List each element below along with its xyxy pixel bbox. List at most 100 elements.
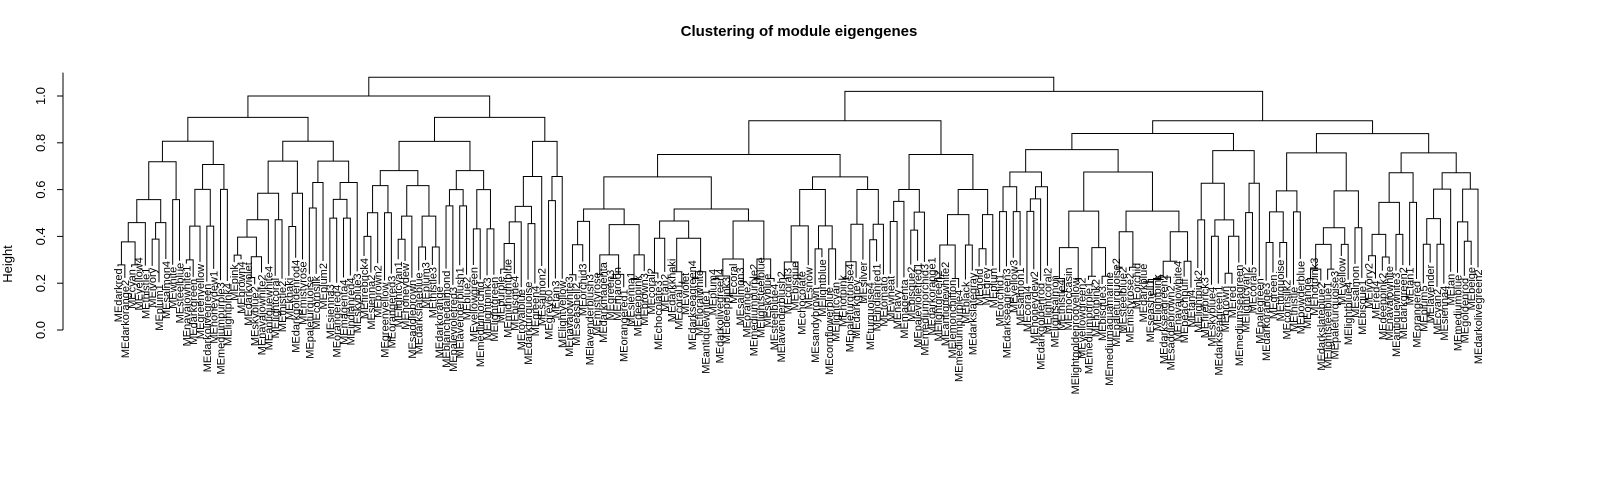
leaf-label: MEivory bbox=[147, 267, 159, 307]
leaf-label: MEgrey bbox=[981, 267, 993, 305]
dendrogram-link bbox=[194, 188, 211, 227]
leaf-label: MEsienna3 bbox=[325, 284, 337, 339]
dendrogram-link bbox=[845, 261, 857, 279]
leaf-label: MEmediumaquamarine bbox=[1104, 272, 1116, 386]
leaf-label: MEmaroon bbox=[612, 267, 624, 321]
leaf-label: MEnavajowhite2 bbox=[257, 274, 269, 355]
leaf-label: MEtomato bbox=[878, 276, 890, 326]
leaf-label: MEtan2 bbox=[660, 274, 672, 312]
leaf-label: MEnavajowhite bbox=[1384, 266, 1396, 341]
leaf-label: MElavenderblush3 bbox=[585, 274, 597, 365]
leaf-label: MEmediumpurple1 bbox=[1083, 282, 1095, 374]
leaf-label: MEsienna2 bbox=[366, 275, 378, 330]
dendrogram-link bbox=[257, 192, 280, 220]
y-tick-label: 1.0 bbox=[33, 87, 48, 105]
leaf-label: MEsalmon3 bbox=[735, 267, 747, 325]
dendrogram-link bbox=[1034, 186, 1048, 266]
leaf-label: MEmagenta4 bbox=[339, 279, 351, 344]
dendrogram-link bbox=[1371, 233, 1387, 257]
leaf-label: MEsienna1 bbox=[626, 272, 638, 327]
dendrogram-link bbox=[127, 222, 146, 266]
leaf-label: MEorangered1 bbox=[619, 289, 631, 362]
leaf-label: MEdarkseagreen3 bbox=[1001, 268, 1013, 358]
leaf-label: MEskyblue bbox=[762, 274, 774, 328]
leaf-label: MEdarkseagreen1 bbox=[1213, 286, 1225, 376]
leaf-label: MEmediumseagreen bbox=[1234, 265, 1246, 367]
leaf-label: MEorangered4 bbox=[332, 285, 344, 358]
leaf-label: MEskyblue3 bbox=[352, 273, 364, 333]
dendrogram-link bbox=[532, 140, 558, 177]
dendrogram-link bbox=[1248, 182, 1260, 277]
leaf-label: MEyellow bbox=[1336, 258, 1348, 305]
leaf-label: MEgold bbox=[974, 269, 986, 306]
dendrogram-link bbox=[1333, 190, 1359, 228]
dendrogram-link bbox=[657, 154, 841, 177]
leaf-label: MEbisque3 bbox=[1097, 286, 1109, 341]
leaf-label: MElightsteelblue bbox=[755, 257, 767, 338]
dendrogram-link bbox=[514, 205, 532, 224]
dendrogram-link bbox=[850, 223, 864, 262]
dendrogram-link bbox=[1228, 235, 1240, 274]
dendrogram-link bbox=[1214, 219, 1235, 237]
leaf-label: MEplum5 bbox=[1418, 285, 1430, 331]
leaf-label: MElightcyan2 bbox=[1241, 267, 1253, 333]
dendrogram-link bbox=[599, 254, 620, 275]
dendrogram-link bbox=[527, 223, 536, 284]
leaf-label: MEkhaki bbox=[284, 278, 296, 320]
dendrogram-link bbox=[233, 254, 242, 263]
leaf-label: MEsaddlebrown2 bbox=[1165, 285, 1177, 370]
dendrogram-link bbox=[828, 248, 837, 286]
leaf-label: MEred4 bbox=[1370, 280, 1382, 319]
dendrogram-link bbox=[339, 181, 358, 272]
leaf-label: MEfirebrick3 bbox=[1200, 277, 1212, 338]
dendrogram-link bbox=[569, 274, 577, 281]
leaf-label: MElightpink bbox=[1152, 274, 1164, 331]
dendrogram-link bbox=[1012, 211, 1021, 266]
leaf-label: MEplum4 bbox=[708, 269, 720, 315]
leaf-label: MEnavajowhite1 bbox=[181, 266, 193, 347]
leaf-label: MEpink bbox=[229, 264, 241, 301]
leaf-label: MEmediumblue bbox=[1452, 275, 1464, 351]
dendrogram-link bbox=[1125, 210, 1180, 232]
leaf-label: MEorangered bbox=[1411, 281, 1423, 348]
leaf-label: MEdarkolivegreen4 bbox=[714, 269, 726, 364]
dendrogram-link bbox=[401, 215, 413, 278]
dendrogram-link bbox=[608, 224, 640, 255]
leaf-label: MEdarkorange2 bbox=[120, 280, 132, 358]
leaf-label: MElavenderblush2 bbox=[776, 271, 788, 362]
leaf-label: MElightyellow bbox=[557, 281, 569, 348]
dendrogram-link bbox=[1286, 152, 1347, 191]
leaf-label: MElightpink4 bbox=[222, 283, 234, 346]
dendrogram-link bbox=[397, 238, 406, 262]
dendrogram-link bbox=[939, 244, 956, 279]
leaf-label: MEskyblue2 bbox=[250, 286, 262, 346]
leaf-label: MEdarkviolet bbox=[243, 262, 255, 326]
leaf-label: MElightblue4 bbox=[1343, 282, 1355, 346]
leaf-label: MEsienna4 bbox=[1439, 286, 1451, 341]
dendrogram-link bbox=[1275, 190, 1298, 212]
dendrogram-link bbox=[1441, 172, 1471, 190]
leaf-label: MEdarkblue bbox=[1138, 264, 1150, 323]
leaf-label: MEcornsilk2 bbox=[1282, 280, 1294, 340]
leaf-label: MEyellowgreen bbox=[468, 267, 480, 342]
dendrogram-link bbox=[1378, 201, 1400, 235]
dendrogram-link bbox=[957, 189, 989, 215]
dendrogram-link bbox=[603, 176, 712, 209]
leaf-label: MEbisque1 bbox=[1357, 280, 1369, 335]
dendrogram-link bbox=[964, 244, 973, 280]
dendrogram-link bbox=[247, 95, 491, 118]
dendrogram-link bbox=[1395, 233, 1404, 271]
dendrogram-link bbox=[946, 214, 970, 246]
dendrogram-link bbox=[856, 188, 879, 225]
leaf-label: MEdarkslategray bbox=[967, 272, 979, 355]
leaf-label: MEdeeppink2 bbox=[1377, 273, 1389, 340]
leaf-label: MElightblue bbox=[817, 259, 829, 316]
dendrogram-link bbox=[1200, 182, 1225, 220]
leaf-label: MEsteelblue2 bbox=[1118, 267, 1130, 334]
leaf-label: MEantiquewhite2 bbox=[940, 262, 952, 346]
leaf-label: MEorchid3 bbox=[578, 264, 590, 317]
leaf-label: MEblack bbox=[960, 281, 972, 324]
dendrogram-link bbox=[577, 220, 591, 273]
dendrogram-link bbox=[189, 225, 201, 262]
dendrogram-link bbox=[363, 235, 372, 273]
